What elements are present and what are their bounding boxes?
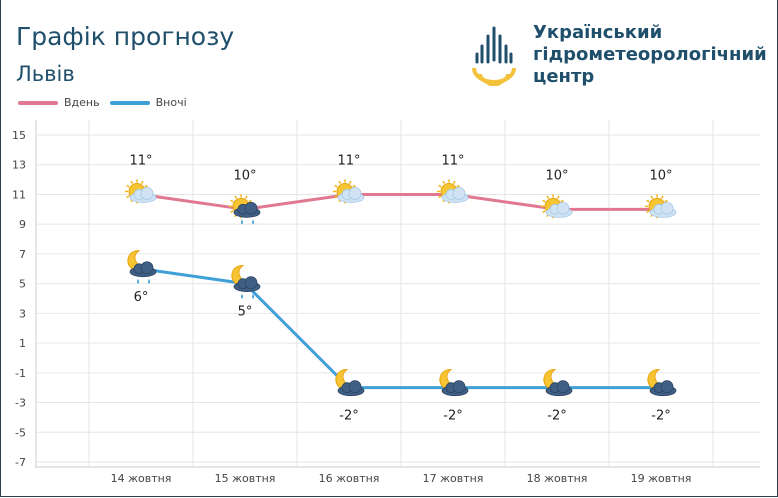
ukrhydromet-logo-icon <box>472 26 516 86</box>
sun-cloud-icon <box>645 194 677 219</box>
moon-rain-icon <box>127 250 157 284</box>
legend-label-night: Вночі <box>155 96 187 109</box>
x-tick-label: 16 жовтня <box>319 472 380 485</box>
org-line-2: гідрометеорологічний <box>533 44 767 65</box>
y-tick-label: -5 <box>15 426 26 439</box>
x-tick-label: 15 жовтня <box>215 472 276 485</box>
city-name: Львів <box>16 62 75 86</box>
sun-cloud-icon <box>333 179 365 204</box>
day-value-label: 10° <box>545 168 568 183</box>
moon-cloud-icon <box>543 369 573 397</box>
day-value-label: 10° <box>649 168 672 183</box>
y-tick-label: 1 <box>19 337 26 350</box>
y-tick-label: 5 <box>19 278 26 291</box>
moon-cloud-icon <box>647 369 677 397</box>
legend: Вдень Вночі <box>18 96 197 109</box>
day-series-line <box>140 192 661 211</box>
legend-swatch-night <box>109 100 150 105</box>
y-tick-label: 11 <box>12 188 26 201</box>
legend-item-night[interactable]: Вночі <box>109 96 187 109</box>
x-tick-label: 19 жовтня <box>631 472 692 485</box>
sun-cloud-icon <box>125 179 157 204</box>
night-value-label: 6° <box>134 290 149 305</box>
y-tick-label: 15 <box>12 129 26 142</box>
legend-item-day[interactable]: Вдень <box>18 96 100 109</box>
y-tick-label: 13 <box>12 159 26 172</box>
org-line-1: Український <box>533 22 663 43</box>
moon-cloud-icon <box>335 369 365 397</box>
y-tick-label: -3 <box>15 397 26 410</box>
sun-cloud-icon <box>541 194 573 219</box>
day-value-label: 11° <box>129 153 152 168</box>
x-tick-label: 14 жовтня <box>111 472 172 485</box>
night-value-label: -2° <box>339 409 358 424</box>
y-tick-label: -7 <box>15 456 26 469</box>
y-tick-label: 9 <box>19 218 26 231</box>
moon-cloud-icon <box>439 369 469 397</box>
night-series-line <box>140 267 661 390</box>
y-tick-label: -1 <box>15 367 26 380</box>
legend-label-day: Вдень <box>64 96 100 109</box>
y-tick-label: 7 <box>19 248 26 261</box>
x-tick-label: 18 жовтня <box>527 472 588 485</box>
day-value-label: 11° <box>441 153 464 168</box>
legend-swatch-day <box>18 100 58 105</box>
sun-rain-icon <box>229 194 261 225</box>
night-value-label: -2° <box>651 409 670 424</box>
night-value-label: -2° <box>443 409 462 424</box>
sun-cloud-icon <box>437 179 469 204</box>
x-tick-label: 17 жовтня <box>423 472 484 485</box>
night-value-label: -2° <box>547 409 566 424</box>
day-value-label: 10° <box>233 168 256 183</box>
organization-name: Український гідрометеорологічний центр <box>533 22 767 88</box>
night-value-label: 5° <box>238 305 253 320</box>
page-title: Графік прогнозу <box>16 22 235 51</box>
y-tick-label: 3 <box>19 307 26 320</box>
org-line-3: центр <box>533 66 595 87</box>
day-value-label: 11° <box>337 153 360 168</box>
moon-rain-icon <box>231 265 261 299</box>
